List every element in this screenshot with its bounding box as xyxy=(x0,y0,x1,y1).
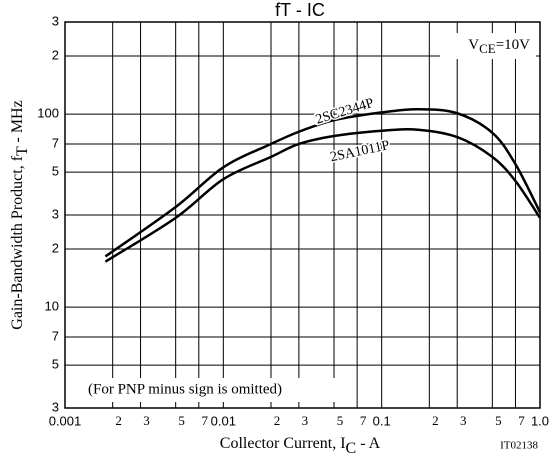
figure-code: IT02138 xyxy=(500,440,538,452)
x-tick-label: 7 xyxy=(518,413,525,428)
x-tick-label: 0.1 xyxy=(373,413,391,428)
annotation-sub: CE xyxy=(479,41,496,56)
x-tick-label: 0.001 xyxy=(49,413,82,428)
series-line xyxy=(104,128,542,263)
series-line xyxy=(104,107,542,258)
x-label-sub: C xyxy=(346,440,357,457)
y-tick-label: 100 xyxy=(37,106,59,121)
y-tick-label: 2 xyxy=(52,47,59,62)
y-tick-label: 2 xyxy=(52,240,59,255)
y-tick-label: 3 xyxy=(52,399,59,414)
y-axis-label: Gain-Bandwidth Product, fT - MHz xyxy=(9,100,31,329)
x-tick-label: 3 xyxy=(302,413,309,428)
annotation: VCE=10V xyxy=(468,37,530,56)
x-tick-label: 2 xyxy=(274,413,281,428)
x-tick-label: 5 xyxy=(178,413,185,428)
x-tick-label: 7 xyxy=(202,413,209,428)
x-tick-label: 0.01 xyxy=(211,413,236,428)
annotation-rest: =10V xyxy=(496,37,530,53)
y-tick-label: 7 xyxy=(52,328,59,343)
series-label: 2SC2344P xyxy=(314,96,376,128)
x-tick-label: 3 xyxy=(460,413,467,428)
annotation-main: V xyxy=(468,37,479,53)
y-label-rest: - MHz xyxy=(9,100,26,146)
y-tick-label: 7 xyxy=(52,135,59,150)
x-tick-label: 1.0 xyxy=(531,413,549,428)
annotation-bg xyxy=(440,33,536,59)
x-tick-label: 3 xyxy=(143,413,150,428)
x-tick-label: 2 xyxy=(115,413,122,428)
x-axis-label: Collector Current, IC - A xyxy=(220,435,381,457)
y-tick-label: 5 xyxy=(52,164,59,179)
plot-frame xyxy=(64,21,541,409)
y-label-sub: T xyxy=(14,146,31,156)
x-label-main: Collector Current, I xyxy=(220,435,346,452)
y-tick-label: 10 xyxy=(45,299,59,314)
x-tick-label: 5 xyxy=(495,413,502,428)
x-label-rest: - A xyxy=(356,435,380,452)
x-tick-label: 2 xyxy=(432,413,439,428)
y-label-main: Gain-Bandwidth Product, f xyxy=(9,155,26,329)
y-tick-label: 3 xyxy=(52,206,59,221)
note: (For PNP minus sign is omitted) xyxy=(88,381,282,397)
note-bg xyxy=(80,378,352,402)
chart-title: fT - IC xyxy=(275,0,325,20)
x-tick-label: 7 xyxy=(360,413,367,428)
y-tick-label: 5 xyxy=(52,357,59,372)
x-tick-label: 5 xyxy=(337,413,344,428)
y-tick-label: 3 xyxy=(52,13,59,28)
